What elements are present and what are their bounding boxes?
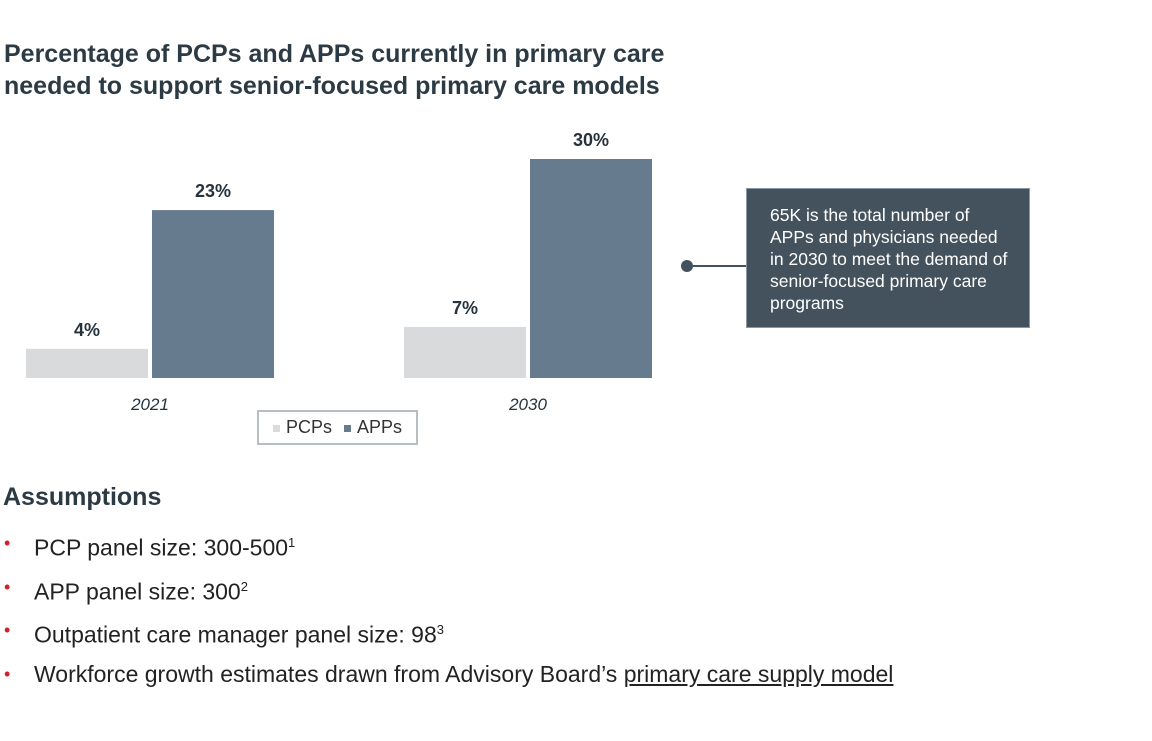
assumptions-list: • PCP panel size: 300-5001 • APP panel siz…	[0, 520, 893, 694]
legend: PCPs APPs	[257, 410, 418, 445]
bar-chart: 203050K30%15K7%202131K23%9K4%	[26, 130, 746, 414]
item-text: Workforce growth estimates drawn from Ad…	[34, 660, 624, 687]
data-label: 30%	[573, 130, 609, 150]
item-text: Outpatient care manager panel size: 98	[34, 621, 437, 648]
data-label: 7%	[452, 298, 478, 318]
list-item: • Workforce growth estimates drawn from A…	[0, 651, 893, 695]
list-item: • APP panel size: 3002	[0, 564, 893, 608]
x-tick-label: 2021	[130, 395, 169, 414]
list-item: • PCP panel size: 300-5001	[0, 520, 893, 564]
legend-swatch	[343, 424, 351, 432]
footnote-ref: 2	[240, 578, 248, 594]
bar-apps-2021	[152, 210, 274, 378]
title-line: needed to support senior-focused primary…	[4, 72, 660, 100]
data-label: 23%	[195, 181, 231, 201]
bar-pcps-2021	[26, 348, 148, 378]
bullet-icon: •	[4, 533, 11, 553]
callout-dot	[681, 260, 693, 272]
item-text: APP panel size: 300	[34, 578, 241, 605]
list-item: • Outpatient care manager panel size: 983	[0, 607, 893, 651]
legend-item-pcps: PCPs	[272, 417, 332, 438]
legend-label: APPs	[356, 417, 403, 437]
item-text: PCP panel size: 300-500	[34, 534, 289, 561]
legend-label: PCPs	[285, 417, 332, 437]
supply-model-link[interactable]: primary care supply model	[623, 660, 894, 687]
bullet-icon: •	[4, 620, 11, 640]
bar-apps-2030	[530, 159, 652, 378]
data-label: 4%	[74, 320, 100, 340]
footnote-ref: 3	[436, 622, 444, 637]
title-line: Percentage of PCPs and APPs currently in…	[4, 40, 665, 68]
legend-swatch	[272, 424, 280, 432]
assumptions-heading: Assumptions	[3, 483, 162, 511]
x-tick-label: 2030	[508, 395, 547, 414]
footnote-ref: 1	[288, 535, 296, 550]
bullet-icon: •	[4, 576, 11, 597]
bullet-icon: •	[4, 663, 11, 684]
chart-title: Percentage of PCPs and APPs currently in…	[4, 38, 664, 102]
bar-pcps-2030	[404, 326, 526, 378]
callout-box: 65K is the total number of APPs and phys…	[746, 188, 1030, 328]
legend-item-apps: APPs	[343, 417, 403, 438]
